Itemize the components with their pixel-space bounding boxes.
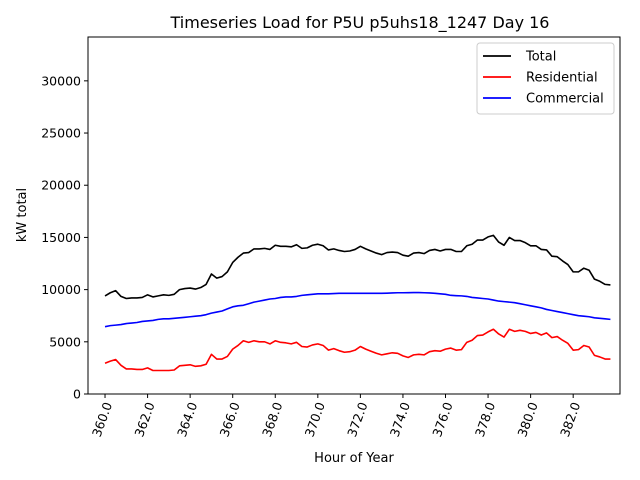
chart-title: Timeseries Load for P5U p5uhs18_1247 Day… [170, 13, 550, 33]
legend: Total Residential Commercial [476, 42, 615, 115]
series-line-commercial [104, 291, 611, 328]
axes-frame [87, 36, 621, 395]
legend-label-residential: Residential [526, 71, 598, 86]
legend-label-total: Total [525, 50, 556, 65]
y-tick-label: 15000 [41, 230, 81, 245]
y-tick-label: 0 [73, 387, 81, 402]
y-tick-label: 20000 [41, 178, 81, 193]
series-line-total [104, 234, 611, 300]
legend-box [476, 42, 615, 115]
y-axis: 0 5000 10000 15000 20000 25000 30000 [41, 73, 88, 402]
y-tick-label: 25000 [41, 126, 81, 141]
y-tick-label: 10000 [41, 282, 81, 297]
y-axis-label: kW total [15, 188, 30, 242]
series-layer [104, 234, 611, 372]
legend-label-commercial: Commercial [526, 92, 604, 107]
y-tick-label: 5000 [49, 334, 81, 349]
y-tick-label: 30000 [41, 73, 81, 88]
plot-area [87, 36, 621, 395]
x-axis-label: Hour of Year [314, 451, 394, 466]
series-line-residential [104, 328, 611, 372]
